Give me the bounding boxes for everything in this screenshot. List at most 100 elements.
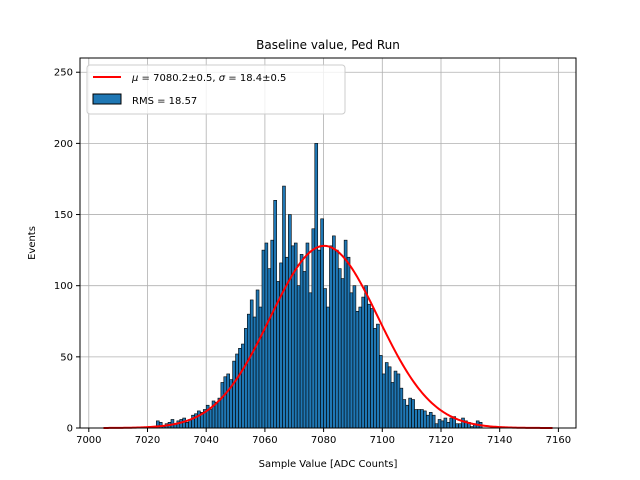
histogram-bar: [446, 422, 451, 429]
legend: μ = 7080.2±0.5, σ = 18.4±0.5 RMS = 18.57: [86, 64, 346, 115]
histogram-bar: [273, 200, 277, 429]
histogram-bar: [455, 423, 459, 429]
histogram-bar: [423, 410, 427, 429]
histogram-bar: [317, 249, 321, 429]
histogram-bar: [279, 262, 283, 429]
histogram-bar: [405, 404, 410, 429]
histogram-bar: [308, 292, 313, 429]
legend-mu-value: = 7080.2±0.5,: [138, 73, 218, 84]
legend-fit-label: μ = 7080.2±0.5, σ = 18.4±0.5: [131, 73, 286, 84]
histogram-bar: [449, 417, 454, 429]
histogram-bar: [320, 218, 324, 429]
x-tick-label: 7060: [252, 435, 277, 446]
gaussian-fit-curve: [103, 244, 553, 429]
histogram-bar: [264, 242, 269, 429]
legend-mu-symbol: μ: [131, 73, 138, 84]
histogram-bar: [261, 249, 266, 429]
histogram-bar: [402, 399, 407, 429]
histogram-bar: [387, 366, 392, 429]
histogram-bar: [267, 268, 272, 429]
histogram-bar: [296, 285, 301, 429]
x-axis-label: Sample Value [ADC Counts]: [259, 459, 398, 470]
histogram-bar: [220, 382, 225, 429]
histogram-bar: [373, 328, 377, 429]
histogram-bar: [282, 185, 286, 429]
histogram-bar: [335, 249, 339, 429]
histogram-bar: [270, 239, 275, 429]
histogram-bar: [323, 288, 327, 429]
histogram-bar: [434, 423, 439, 429]
histogram-bar: [332, 235, 336, 429]
legend-box: [86, 64, 346, 115]
x-tick-label: 7160: [546, 435, 571, 446]
histogram-bar: [252, 316, 257, 429]
histogram-bar: [414, 409, 418, 429]
histogram-bar: [244, 328, 248, 429]
y-tick-label: 150: [54, 210, 73, 221]
histogram-bar: [343, 239, 348, 429]
histogram-bar: [367, 303, 371, 429]
x-tick-label: 7020: [135, 435, 160, 446]
histogram-bar: [241, 343, 245, 429]
histogram-bar: [443, 417, 448, 429]
histogram-bar: [364, 285, 368, 429]
legend-hist-swatch: [92, 93, 122, 105]
histogram-bar: [238, 348, 242, 429]
histogram-bar: [208, 409, 213, 429]
histogram-bar: [349, 292, 354, 429]
histogram-bar: [408, 397, 412, 429]
histogram-bar: [379, 355, 383, 429]
histogram-bar: [235, 353, 239, 429]
x-tick-label: 7140: [487, 435, 512, 446]
histogram-bar: [437, 419, 442, 429]
histogram-bar: [381, 373, 386, 429]
histogram-bar: [197, 410, 201, 429]
x-tick-label: 7100: [370, 435, 395, 446]
histogram-bar: [361, 296, 365, 429]
histogram-bar: [311, 228, 316, 429]
histogram-bar: [393, 370, 398, 429]
histogram-bar: [355, 311, 360, 429]
histogram-bar: [376, 323, 380, 429]
y-tick-label: 200: [54, 139, 73, 150]
histogram-bar: [246, 313, 251, 429]
histogram-bar: [326, 306, 330, 429]
histogram-bar: [431, 414, 436, 429]
histogram-bar: [370, 308, 374, 429]
histogram-bar: [428, 412, 433, 429]
histogram-bar: [352, 285, 357, 429]
histogram-bar: [232, 360, 236, 429]
histogram-bar: [337, 268, 342, 429]
histogram-bar: [399, 387, 404, 429]
y-tick-label: 50: [60, 352, 73, 363]
histogram-bar: [417, 409, 421, 429]
histogram-bar: [249, 299, 254, 429]
histogram-bar: [214, 402, 219, 429]
x-tick-label: 7080: [311, 435, 336, 446]
histogram-bar: [396, 373, 401, 429]
histogram-bar: [426, 414, 430, 429]
x-tick-label: 7040: [193, 435, 218, 446]
histogram-bar: [299, 254, 304, 429]
legend-hist-label: RMS = 18.57: [132, 96, 197, 107]
histogram-bar: [223, 376, 228, 429]
histogram-bar: [420, 409, 424, 429]
histogram-bar: [440, 420, 445, 429]
histogram-bar: [390, 382, 395, 429]
histogram-bar: [305, 242, 310, 429]
y-tick-label: 100: [54, 281, 73, 292]
y-ticks: 0 50 100 150 200 250: [54, 68, 80, 435]
histogram-bar: [358, 306, 363, 429]
histogram-bar: [346, 256, 351, 429]
y-tick-label: 250: [54, 68, 73, 79]
plot-frame: [79, 57, 577, 429]
histogram-bar: [255, 289, 260, 429]
histogram-bar: [458, 423, 462, 429]
histogram-bar: [288, 214, 292, 429]
x-tick-label: 7120: [428, 435, 453, 446]
histogram-bar: [226, 373, 230, 429]
histogram-bar: [185, 422, 189, 429]
chart-title: Baseline value, Ped Run: [256, 38, 400, 52]
legend-sigma-value: = 18.4±0.5: [225, 73, 286, 84]
